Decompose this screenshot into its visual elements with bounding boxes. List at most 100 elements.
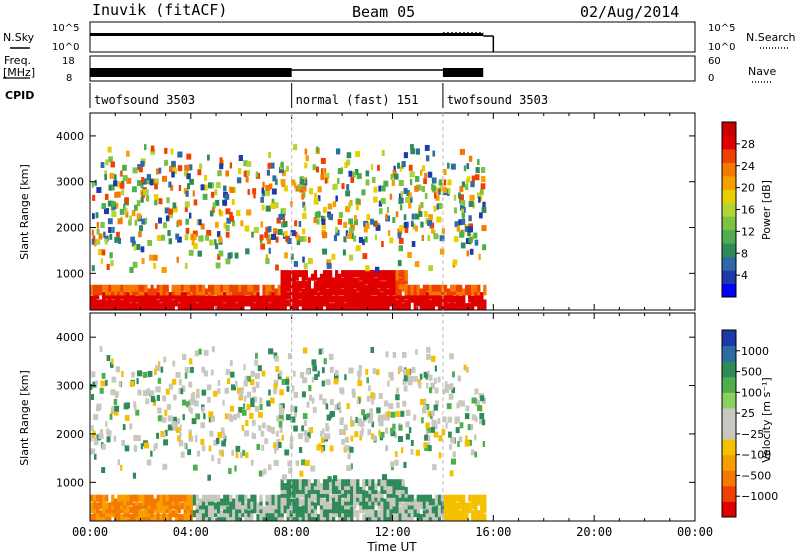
heatmap-cell [108, 184, 112, 191]
heatmap-cell [235, 295, 239, 303]
heatmap-cell [449, 303, 454, 311]
heatmap-cell [423, 178, 427, 185]
heatmap-cell [407, 498, 411, 506]
heatmap-cell [109, 172, 115, 179]
heatmap-cell [286, 510, 290, 518]
heatmap-cell [226, 494, 230, 502]
heatmap-cell [268, 494, 272, 502]
heatmap-cell [453, 194, 457, 201]
heatmap-cell [344, 288, 348, 296]
heatmap-cell [232, 414, 237, 421]
heatmap-cell [198, 498, 203, 506]
heatmap-cell [378, 200, 383, 207]
heatmap-cell [339, 418, 344, 425]
heatmap-cell [362, 292, 366, 300]
freq-panel: Freq. [MHz] 18 8 60 0 Nave [3, 54, 776, 84]
heatmap-cell [304, 506, 308, 514]
heatmap-cell [174, 299, 178, 307]
heatmap-cell [281, 474, 288, 481]
heatmap-cell [96, 238, 101, 245]
heatmap-cell [425, 299, 429, 307]
heatmap-cell [241, 424, 245, 431]
heatmap-cell [419, 295, 423, 303]
heatmap-cell [275, 366, 280, 373]
heatmap-cell [141, 494, 145, 502]
heatmap-cell [397, 260, 402, 267]
heatmap-cell [183, 502, 187, 510]
heatmap-cell [365, 510, 369, 518]
heatmap-cell [392, 479, 396, 487]
heatmap-cell [307, 510, 311, 518]
heatmap-cell [413, 498, 417, 506]
heatmap-cell [235, 514, 239, 522]
heatmap-cell [156, 506, 160, 514]
heatmap-cell [454, 416, 460, 423]
heatmap-cell [247, 288, 251, 296]
heatmap-cell [446, 510, 451, 518]
heatmap-cell [368, 295, 372, 303]
heatmap-cell [259, 510, 263, 518]
heatmap-cell [368, 299, 372, 307]
heatmap-cell [145, 195, 150, 202]
heatmap-cell [204, 494, 209, 502]
heatmap-cell [274, 514, 278, 522]
heatmap-cell [219, 210, 224, 217]
heatmap-cell [144, 292, 148, 300]
heatmap-cell [311, 397, 315, 404]
heatmap-cell [461, 181, 465, 188]
heatmap-cell [247, 299, 251, 307]
heatmap-cell [401, 161, 406, 168]
velocity-colorbar-tick-label: 25 [741, 407, 755, 420]
heatmap-cell [292, 303, 296, 311]
heatmap-cell [410, 510, 414, 518]
heatmap-cell [344, 281, 348, 289]
heatmap-cell [422, 303, 426, 311]
heatmap-cell [283, 295, 287, 303]
heatmap-cell [449, 353, 454, 360]
heatmap-cell [371, 295, 375, 303]
heatmap-cell [389, 288, 393, 296]
heatmap-cell [437, 295, 442, 303]
heatmap-cell [141, 258, 145, 265]
heatmap-cell [389, 237, 394, 244]
heatmap-cell [183, 498, 187, 506]
heatmap-cell [93, 514, 97, 522]
heatmap-cell [401, 494, 405, 502]
heatmap-cell [455, 427, 460, 434]
heatmap-cell [383, 270, 387, 278]
heatmap-cell [292, 281, 296, 289]
heatmap-cell [403, 214, 407, 221]
heatmap-cell [374, 490, 378, 498]
heatmap-cell [232, 292, 236, 300]
heatmap-cell [186, 288, 190, 296]
heatmap-cell [449, 470, 454, 477]
heatmap-cell [353, 483, 357, 491]
heatmap-cell [325, 299, 330, 307]
heatmap-cell [96, 228, 100, 235]
heatmap-cell [283, 281, 287, 289]
heatmap-cell [374, 295, 378, 303]
heatmap-cell [425, 502, 429, 510]
heatmap-cell [313, 295, 318, 303]
heatmap-cell [96, 284, 100, 292]
heatmap-cell [192, 494, 197, 502]
heatmap-cell [226, 506, 230, 514]
heatmap-cell [433, 233, 439, 240]
heatmap-cell [141, 176, 145, 183]
heatmap-cell [192, 498, 197, 506]
heatmap-cell [462, 288, 466, 296]
heatmap-cell [326, 177, 329, 184]
heatmap-cell [304, 486, 308, 494]
heatmap-cell [333, 235, 338, 242]
heatmap-cell [325, 379, 331, 386]
heatmap-cell [113, 398, 118, 405]
power-colorbar-swatch [722, 175, 736, 190]
heatmap-cell [459, 498, 463, 506]
heatmap-cell [294, 406, 298, 413]
heatmap-cell [383, 281, 387, 289]
heatmap-cell [232, 220, 236, 227]
heatmap-cell [150, 288, 154, 296]
heatmap-cell [304, 295, 308, 303]
heatmap-cell [265, 288, 269, 296]
heatmap-cell [171, 160, 176, 167]
